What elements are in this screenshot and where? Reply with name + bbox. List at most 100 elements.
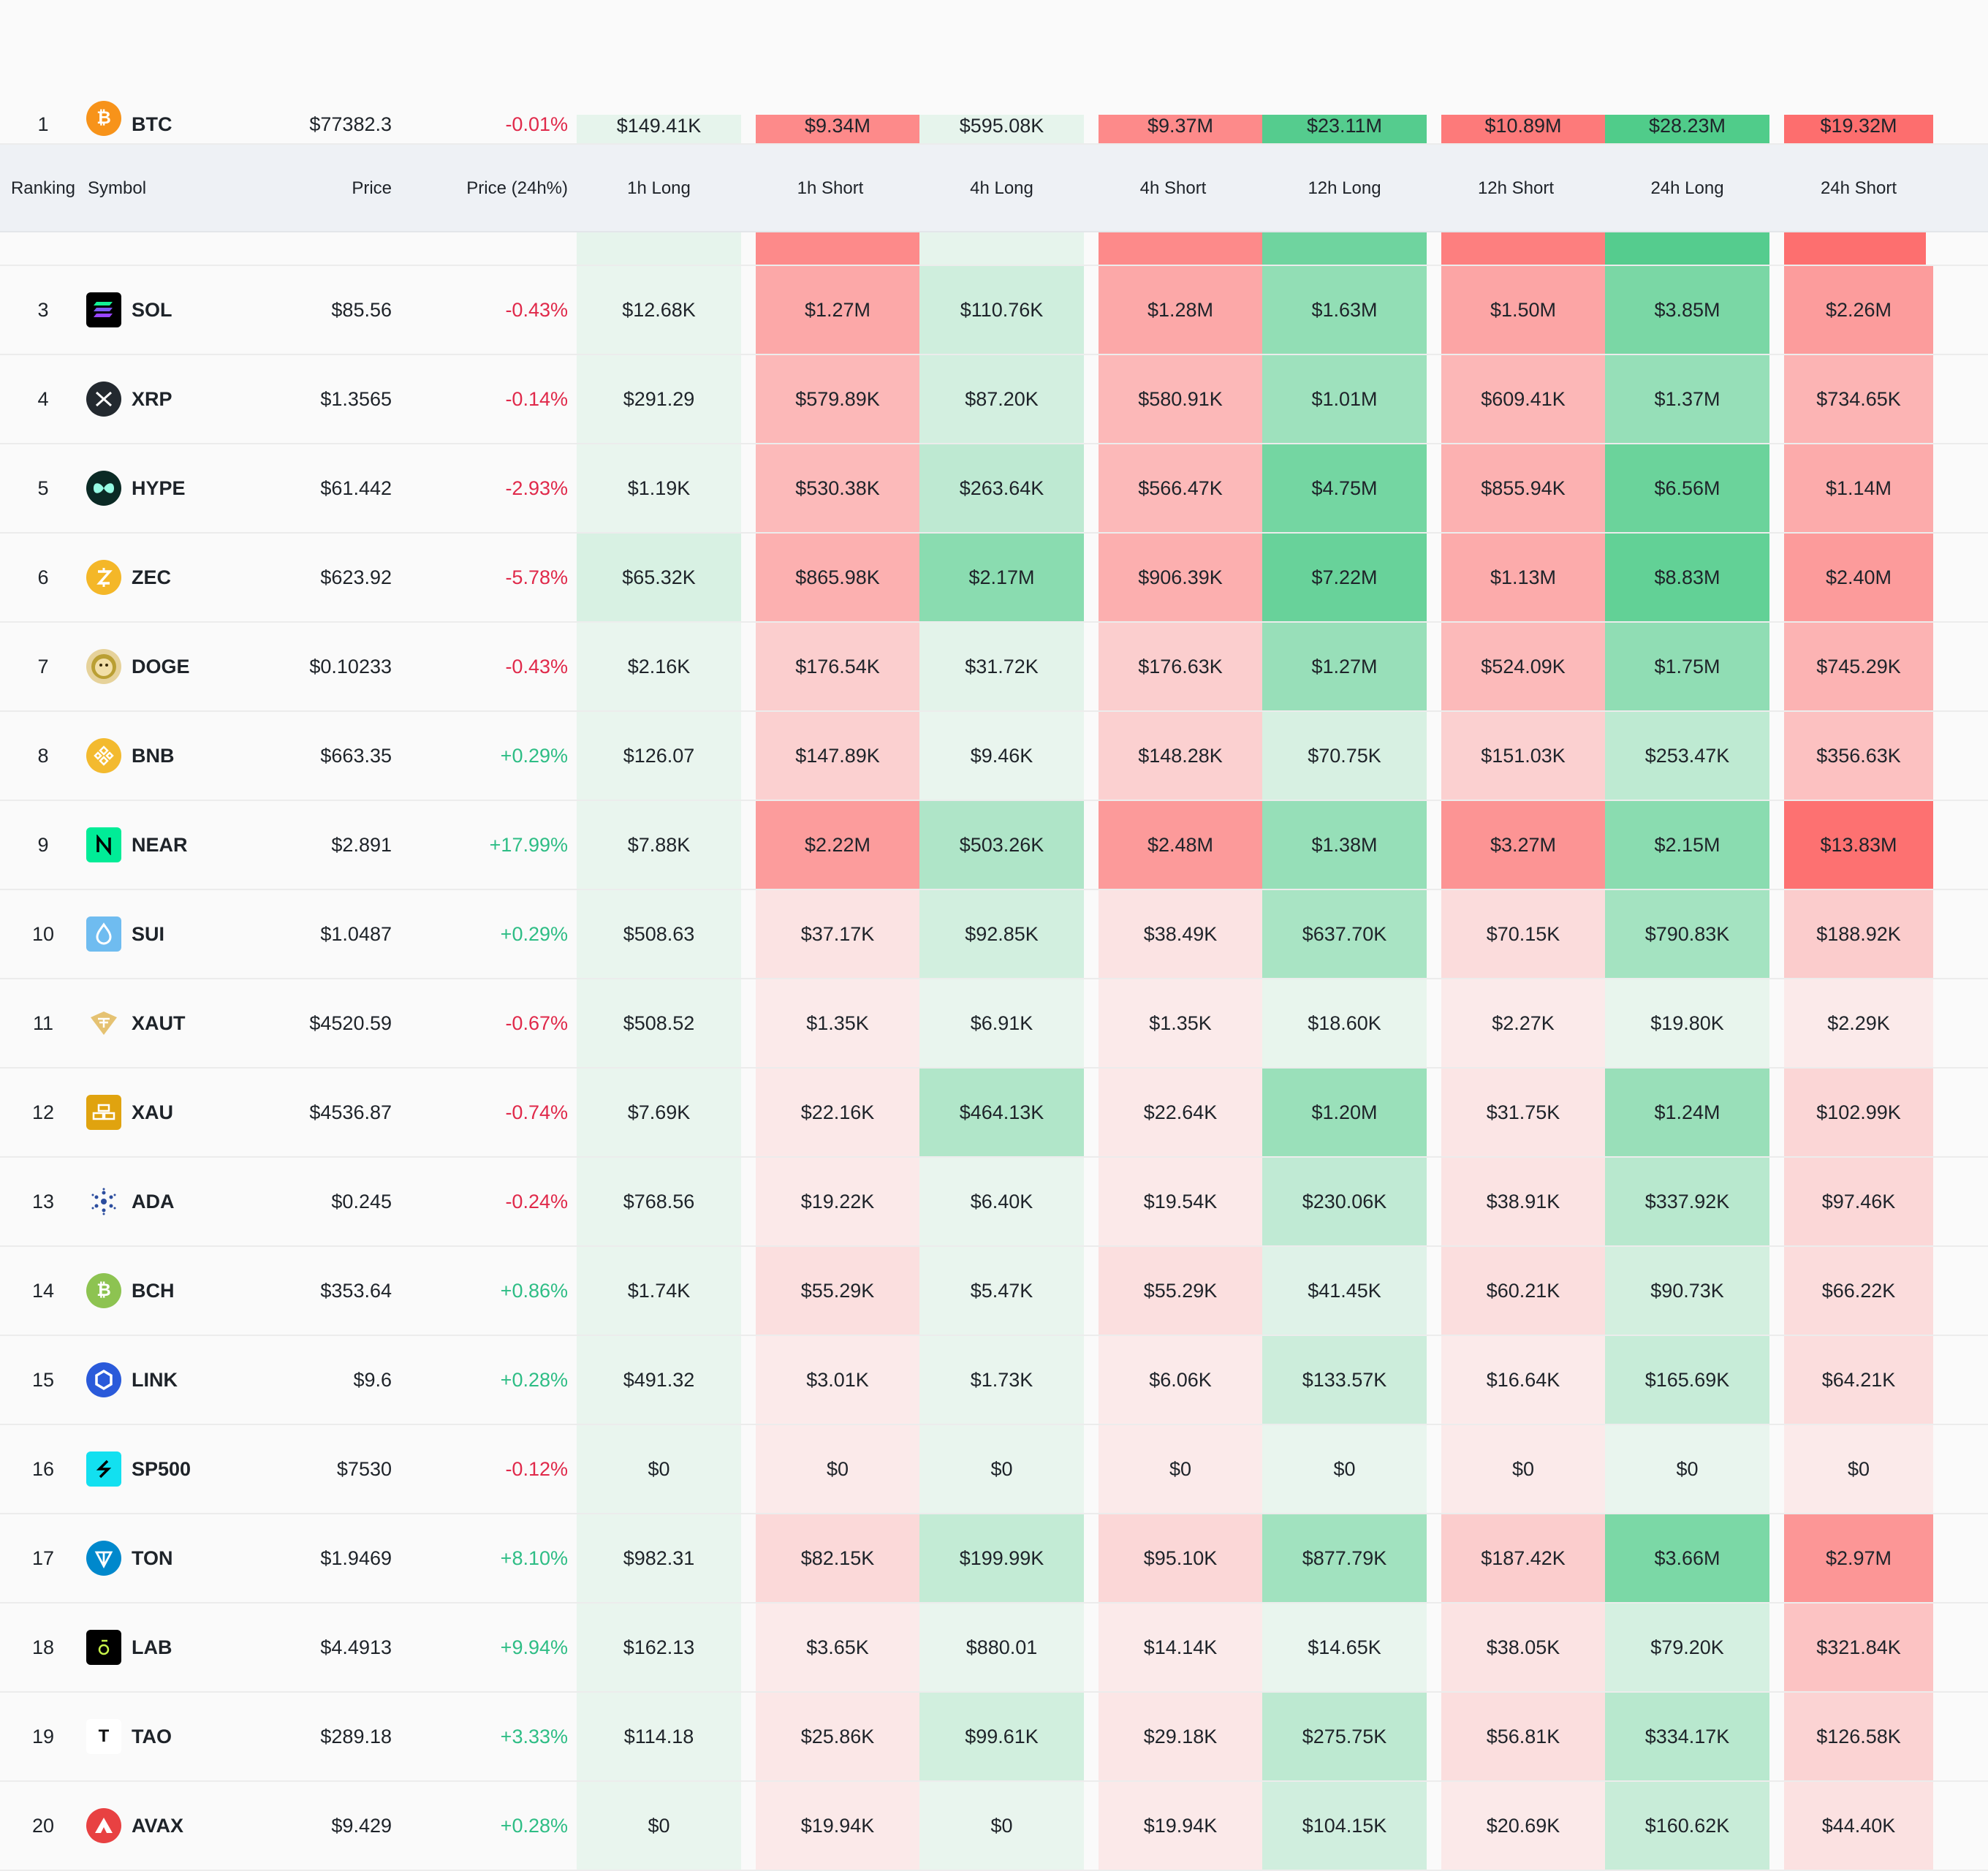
- header-ranking[interactable]: Ranking: [10, 178, 76, 198]
- ranking-cell: 13: [31, 1190, 55, 1212]
- table-row-sui[interactable]: 10 SUI $1.0487 +0.29% $508.63 $37.17K $92.85K $…: [0, 890, 1988, 979]
- cell-4h-short: $0: [1099, 1425, 1262, 1513]
- price-cell: $85.56: [331, 298, 392, 321]
- cell-24h-long: $3.66M: [1605, 1514, 1769, 1602]
- price-cell: $289.18: [320, 1725, 392, 1747]
- table-row-ton[interactable]: 17 TON $1.9469 +8.10% $982.31 $82.15K $199.99K…: [0, 1514, 1988, 1604]
- cell-4h-long: $263.64K: [919, 444, 1084, 532]
- table-row-sol[interactable]: 3 SOL $85.56 -0.43% $12.68K $1.27M $110.76K $1.…: [0, 266, 1988, 355]
- symbol-cell[interactable]: ADA: [86, 1158, 259, 1245]
- cell-4h-short: $9.37M: [1099, 115, 1262, 143]
- symbol-label: BNB: [132, 744, 175, 767]
- symbol-label: XRP: [132, 387, 172, 410]
- symbol-cell[interactable]: SP500: [86, 1425, 259, 1513]
- symbol-cell[interactable]: DOGE: [86, 623, 259, 710]
- ranking-cell: 3: [37, 298, 49, 321]
- table-row-xau[interactable]: 12 XAU $4536.87 -0.74% $7.69K $22.16K $464.13K…: [0, 1069, 1988, 1158]
- symbol-cell[interactable]: XAU: [86, 1069, 259, 1156]
- cell-12h-long: $275.75K: [1262, 1693, 1427, 1780]
- table-row-sp500[interactable]: 16 SP500 $7530 -0.12% $0 $0 $0 $0 $0 $0 $0 $0: [0, 1425, 1988, 1514]
- symbol-cell[interactable]: ₿ BCH: [86, 1247, 259, 1335]
- price-change-cell: +9.94%: [500, 1636, 568, 1658]
- cell-1h-short: $9.34M: [756, 115, 919, 143]
- symbol-cell[interactable]: NEAR: [86, 801, 259, 889]
- symbol-cell[interactable]: T TAO: [86, 1693, 259, 1780]
- ranking-cell: 11: [32, 1012, 54, 1034]
- cell-1h-short: $25.86K: [756, 1693, 919, 1780]
- table-row-ada[interactable]: 13 ADA $0.245 -0.24% $768.56 $19.22K $6.40K $19…: [0, 1158, 1988, 1247]
- symbol-cell[interactable]: LAB: [86, 1604, 259, 1691]
- cell-24h-long: $0: [1605, 1425, 1769, 1513]
- cell-1h-long: $149.41K: [577, 115, 741, 143]
- cell-12h-short: $3.27M: [1441, 801, 1605, 889]
- cell-12h-long: $1.38M: [1262, 801, 1427, 889]
- header-symbol[interactable]: Symbol: [88, 178, 147, 198]
- cell-24h-short: $66.22K: [1784, 1247, 1933, 1335]
- cell-12h-short: $10.89M: [1441, 115, 1605, 143]
- cell-12h-long: $1.27M: [1262, 623, 1427, 710]
- ranking-cell: 10: [31, 922, 55, 945]
- price-cell: $61.442: [320, 477, 392, 499]
- table-row-zec[interactable]: 6 ZEC $623.92 -5.78% $65.32K $865.98K $2.17M $9…: [0, 534, 1988, 623]
- xrp-icon: [86, 382, 121, 417]
- header-1h-short[interactable]: 1h Short: [797, 178, 864, 198]
- price-cell: $1.9469: [320, 1546, 392, 1569]
- symbol-cell[interactable]: HYPE: [86, 444, 259, 532]
- symbol-cell[interactable]: XRP: [86, 355, 259, 443]
- table-row-tao[interactable]: 19 T TAO $289.18 +3.33% $114.18 $25.86K $99.61K…: [0, 1693, 1988, 1782]
- table-row-btc[interactable]: 1 ₿ BTC $77382.3 -0.01% $149.41K $9.34M $595.08…: [0, 86, 1988, 145]
- symbol-label: LINK: [132, 1368, 178, 1391]
- cell-4h-long: $595.08K: [919, 115, 1084, 143]
- symbol-cell[interactable]: SOL: [86, 266, 259, 354]
- table-row-xrp[interactable]: 4 XRP $1.3565 -0.14% $291.29 $579.89K $87.20K $…: [0, 355, 1988, 444]
- symbol-cell[interactable]: AVAX: [86, 1782, 259, 1870]
- header-12h-long[interactable]: 12h Long: [1308, 178, 1381, 198]
- header-12h-short[interactable]: 12h Short: [1477, 178, 1555, 198]
- price-cell: $9.6: [353, 1368, 392, 1391]
- table-row-doge[interactable]: 7 DOGE $0.10233 -0.43% $2.16K $176.54K $31.72K…: [0, 623, 1988, 712]
- cell-1h-short: $147.89K: [756, 712, 919, 800]
- cell-24h-short: $44.40K: [1784, 1782, 1933, 1870]
- cell-1h-long: $1.19K: [577, 444, 741, 532]
- symbol-cell[interactable]: XAUT: [86, 979, 259, 1067]
- table-row-xaut[interactable]: 11 XAUT $4520.59 -0.67% $508.52 $1.35K $6.91K $…: [0, 979, 1988, 1069]
- symbol-cell[interactable]: SUI: [86, 890, 259, 978]
- table-row-avax[interactable]: 20 AVAX $9.429 +0.28% $0 $19.94K $0 $19.94K $104…: [0, 1782, 1988, 1871]
- cell-24h-short: $356.63K: [1784, 712, 1933, 800]
- table-row-near[interactable]: 9 NEAR $2.891 +17.99% $7.88K $2.22M $503.26K $2…: [0, 801, 1988, 890]
- header-1h-long[interactable]: 1h Long: [627, 178, 691, 198]
- symbol-cell[interactable]: LINK: [86, 1336, 259, 1424]
- header-4h-short[interactable]: 4h Short: [1139, 178, 1207, 198]
- cell-24h-short: $2.97M: [1784, 1514, 1933, 1602]
- cell-1h-long: $491.32: [577, 1336, 741, 1424]
- symbol-cell[interactable]: ZEC: [86, 534, 259, 621]
- header-24h-short[interactable]: 24h Short: [1820, 178, 1897, 198]
- symbol-label: LAB: [132, 1636, 172, 1658]
- cell-4h-long: $503.26K: [919, 801, 1084, 889]
- cell-12h-short: $38.91K: [1441, 1158, 1605, 1245]
- cell-12h-short: $60.21K: [1441, 1247, 1605, 1335]
- table-row-hype[interactable]: 5 HYPE $61.442 -2.93% $1.19K $530.38K $263.64K…: [0, 444, 1988, 534]
- near-icon: [86, 827, 121, 862]
- cell-1h-long: $126.07: [577, 712, 741, 800]
- table-row-link[interactable]: 15 LINK $9.6 +0.28% $491.32 $3.01K $1.73K $6.06…: [0, 1336, 1988, 1425]
- header-price[interactable]: Price: [352, 178, 392, 198]
- table-row-bnb[interactable]: 8 BNB $663.35 +0.29% $126.07 $147.89K $9.46K $1…: [0, 712, 1988, 801]
- symbol-cell[interactable]: TON: [86, 1514, 259, 1602]
- table-row-bch[interactable]: 14 ₿ BCH $353.64 +0.86% $1.74K $55.29K $5.47K $5…: [0, 1247, 1988, 1336]
- cell-24h-long: $1.37M: [1605, 355, 1769, 443]
- header-24h-long[interactable]: 24h Long: [1650, 178, 1724, 198]
- cell-4h-long: $87.20K: [919, 355, 1084, 443]
- lab-icon: [86, 1630, 121, 1665]
- header-4h-long[interactable]: 4h Long: [970, 178, 1033, 198]
- cell-24h-short: $19.32M: [1784, 115, 1933, 143]
- symbol-cell[interactable]: ₿ BTC: [86, 101, 259, 143]
- symbol-label: NEAR: [132, 833, 188, 856]
- header-price-change[interactable]: Price (24h%): [466, 178, 568, 198]
- cell-24h-long: $160.62K: [1605, 1782, 1769, 1870]
- cell-12h-long: $41.45K: [1262, 1247, 1427, 1335]
- cell-24h-long: $79.20K: [1605, 1604, 1769, 1691]
- cell-12h-long: $4.75M: [1262, 444, 1427, 532]
- table-row-lab[interactable]: 18 LAB $4.4913 +9.94% $162.13 $3.65K $880.01 $1…: [0, 1604, 1988, 1693]
- symbol-cell[interactable]: BNB: [86, 712, 259, 800]
